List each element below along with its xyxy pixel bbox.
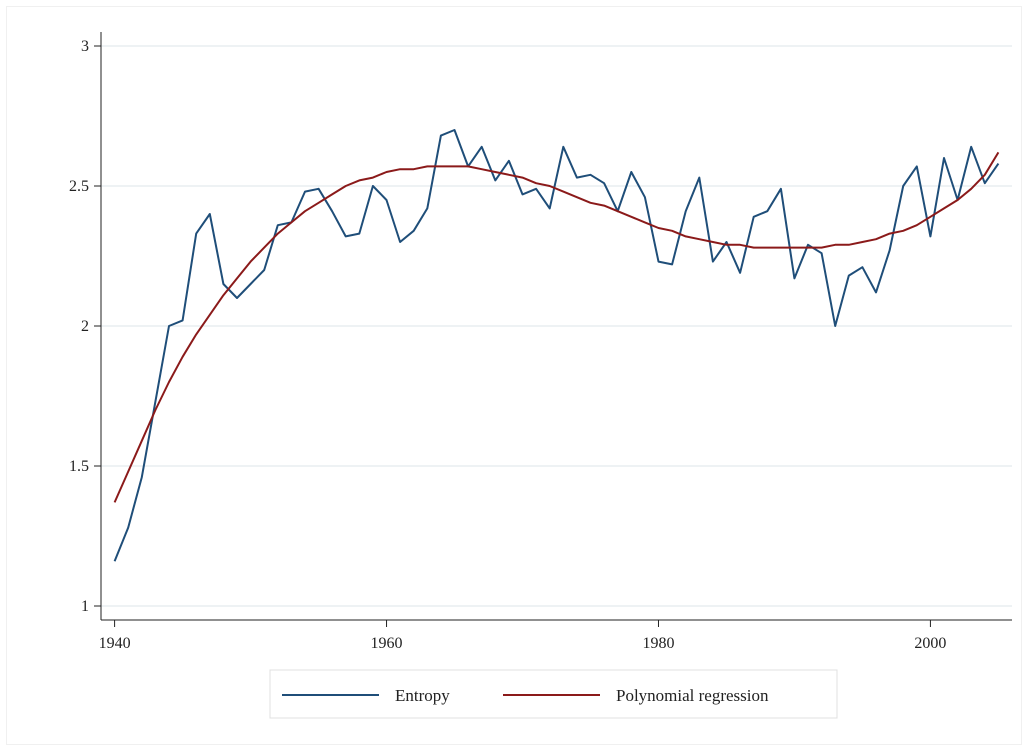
y-tick-label: 2 — [81, 318, 89, 335]
legend-label: Polynomial regression — [616, 686, 769, 705]
y-tick-label: 2.5 — [69, 178, 89, 195]
chart-frame — [6, 6, 1022, 745]
series-lines — [113, 129, 1000, 562]
series-line-polynomial-regression — [113, 151, 1000, 503]
legend-label: Entropy — [395, 686, 450, 705]
x-tick-label: 2000 — [914, 635, 946, 652]
y-tick-label: 1 — [81, 598, 89, 615]
x-tick-label: 1960 — [371, 635, 403, 652]
gridlines — [101, 45, 1012, 607]
y-tick-label: 3 — [81, 38, 89, 55]
y-tick-label: 1.5 — [69, 458, 89, 475]
axes: 1 1.5 2 2.5 3 1940 1960 1980 2000 — [69, 32, 1012, 652]
x-tick-label: 1940 — [99, 635, 131, 652]
x-tick-label: 1980 — [642, 635, 674, 652]
legend: Entropy Polynomial regression — [269, 669, 838, 719]
series-line-entropy — [113, 129, 1000, 562]
